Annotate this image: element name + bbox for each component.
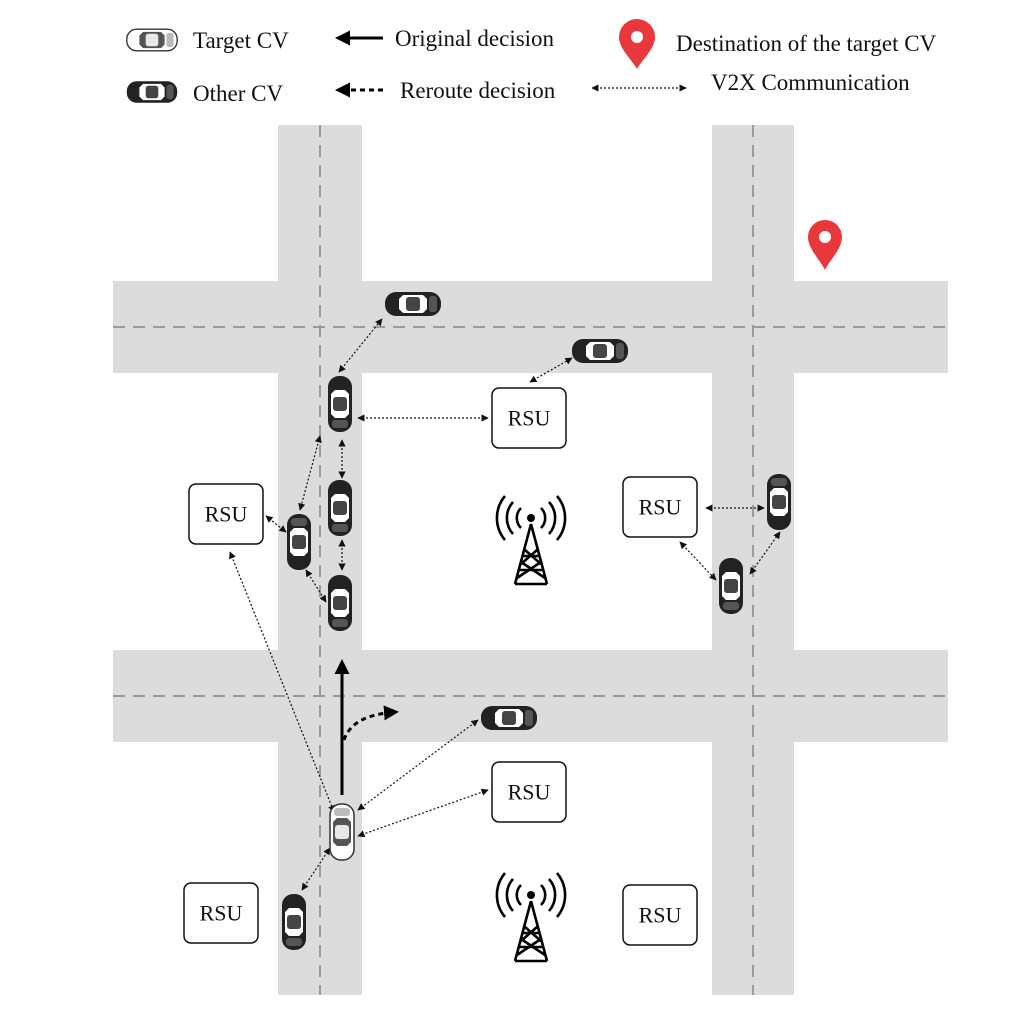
rsu-box: RSU: [491, 387, 567, 449]
v2x-links: [229, 318, 781, 891]
destination-pin-icon: [808, 220, 842, 270]
legend-destination-label: Destination of the target CV: [676, 31, 937, 56]
other-cv-car-icon: [572, 339, 628, 363]
other-cv-car-icon: [328, 376, 352, 432]
target-cv-car-icon: [329, 803, 355, 861]
reroute-decision-arrow: [342, 705, 399, 741]
legend-v2x-label: V2X Communication: [711, 70, 910, 95]
other-cv-car-icon: [287, 514, 311, 570]
rsu-box: RSU: [491, 761, 567, 823]
other-cv-car-icon: [719, 558, 743, 614]
legend-target-cv-label: Target CV: [193, 28, 289, 53]
svg-text:RSU: RSU: [205, 502, 248, 527]
legend: Target CV Other CV Original decision Rer…: [126, 19, 937, 106]
other-cv-car-icon: [767, 474, 791, 530]
legend-destination-pin-icon: [619, 19, 655, 69]
other-cv-car-icon: [481, 706, 537, 730]
cell-tower-icon: [495, 871, 567, 963]
svg-text:RSU: RSU: [508, 780, 551, 805]
other-cv-car-icon: [282, 894, 306, 950]
legend-other-cv-label: Other CV: [193, 81, 283, 106]
rsu-box: RSU: [622, 884, 698, 946]
legend-target-cv-icon: [126, 28, 178, 52]
svg-text:RSU: RSU: [639, 495, 682, 520]
svg-text:RSU: RSU: [508, 406, 551, 431]
decision-arrows: [334, 659, 399, 795]
other-cv-car-icon: [385, 292, 441, 316]
svg-text:RSU: RSU: [639, 903, 682, 928]
rsu-box: RSU: [183, 882, 259, 944]
legend-reroute-decision-label: Reroute decision: [400, 78, 556, 103]
rsu-units: RSU RSU RSU RSU RSU RSU: [183, 387, 698, 946]
rsu-box: RSU: [188, 483, 264, 545]
legend-original-decision-label: Original decision: [395, 26, 555, 51]
svg-text:RSU: RSU: [200, 901, 243, 926]
cell-tower-icon: [495, 494, 567, 586]
legend-other-cv-icon: [126, 81, 178, 103]
other-cv-car-icon: [328, 480, 352, 536]
other-cv-car-icon: [328, 575, 352, 631]
rsu-box: RSU: [622, 476, 698, 538]
